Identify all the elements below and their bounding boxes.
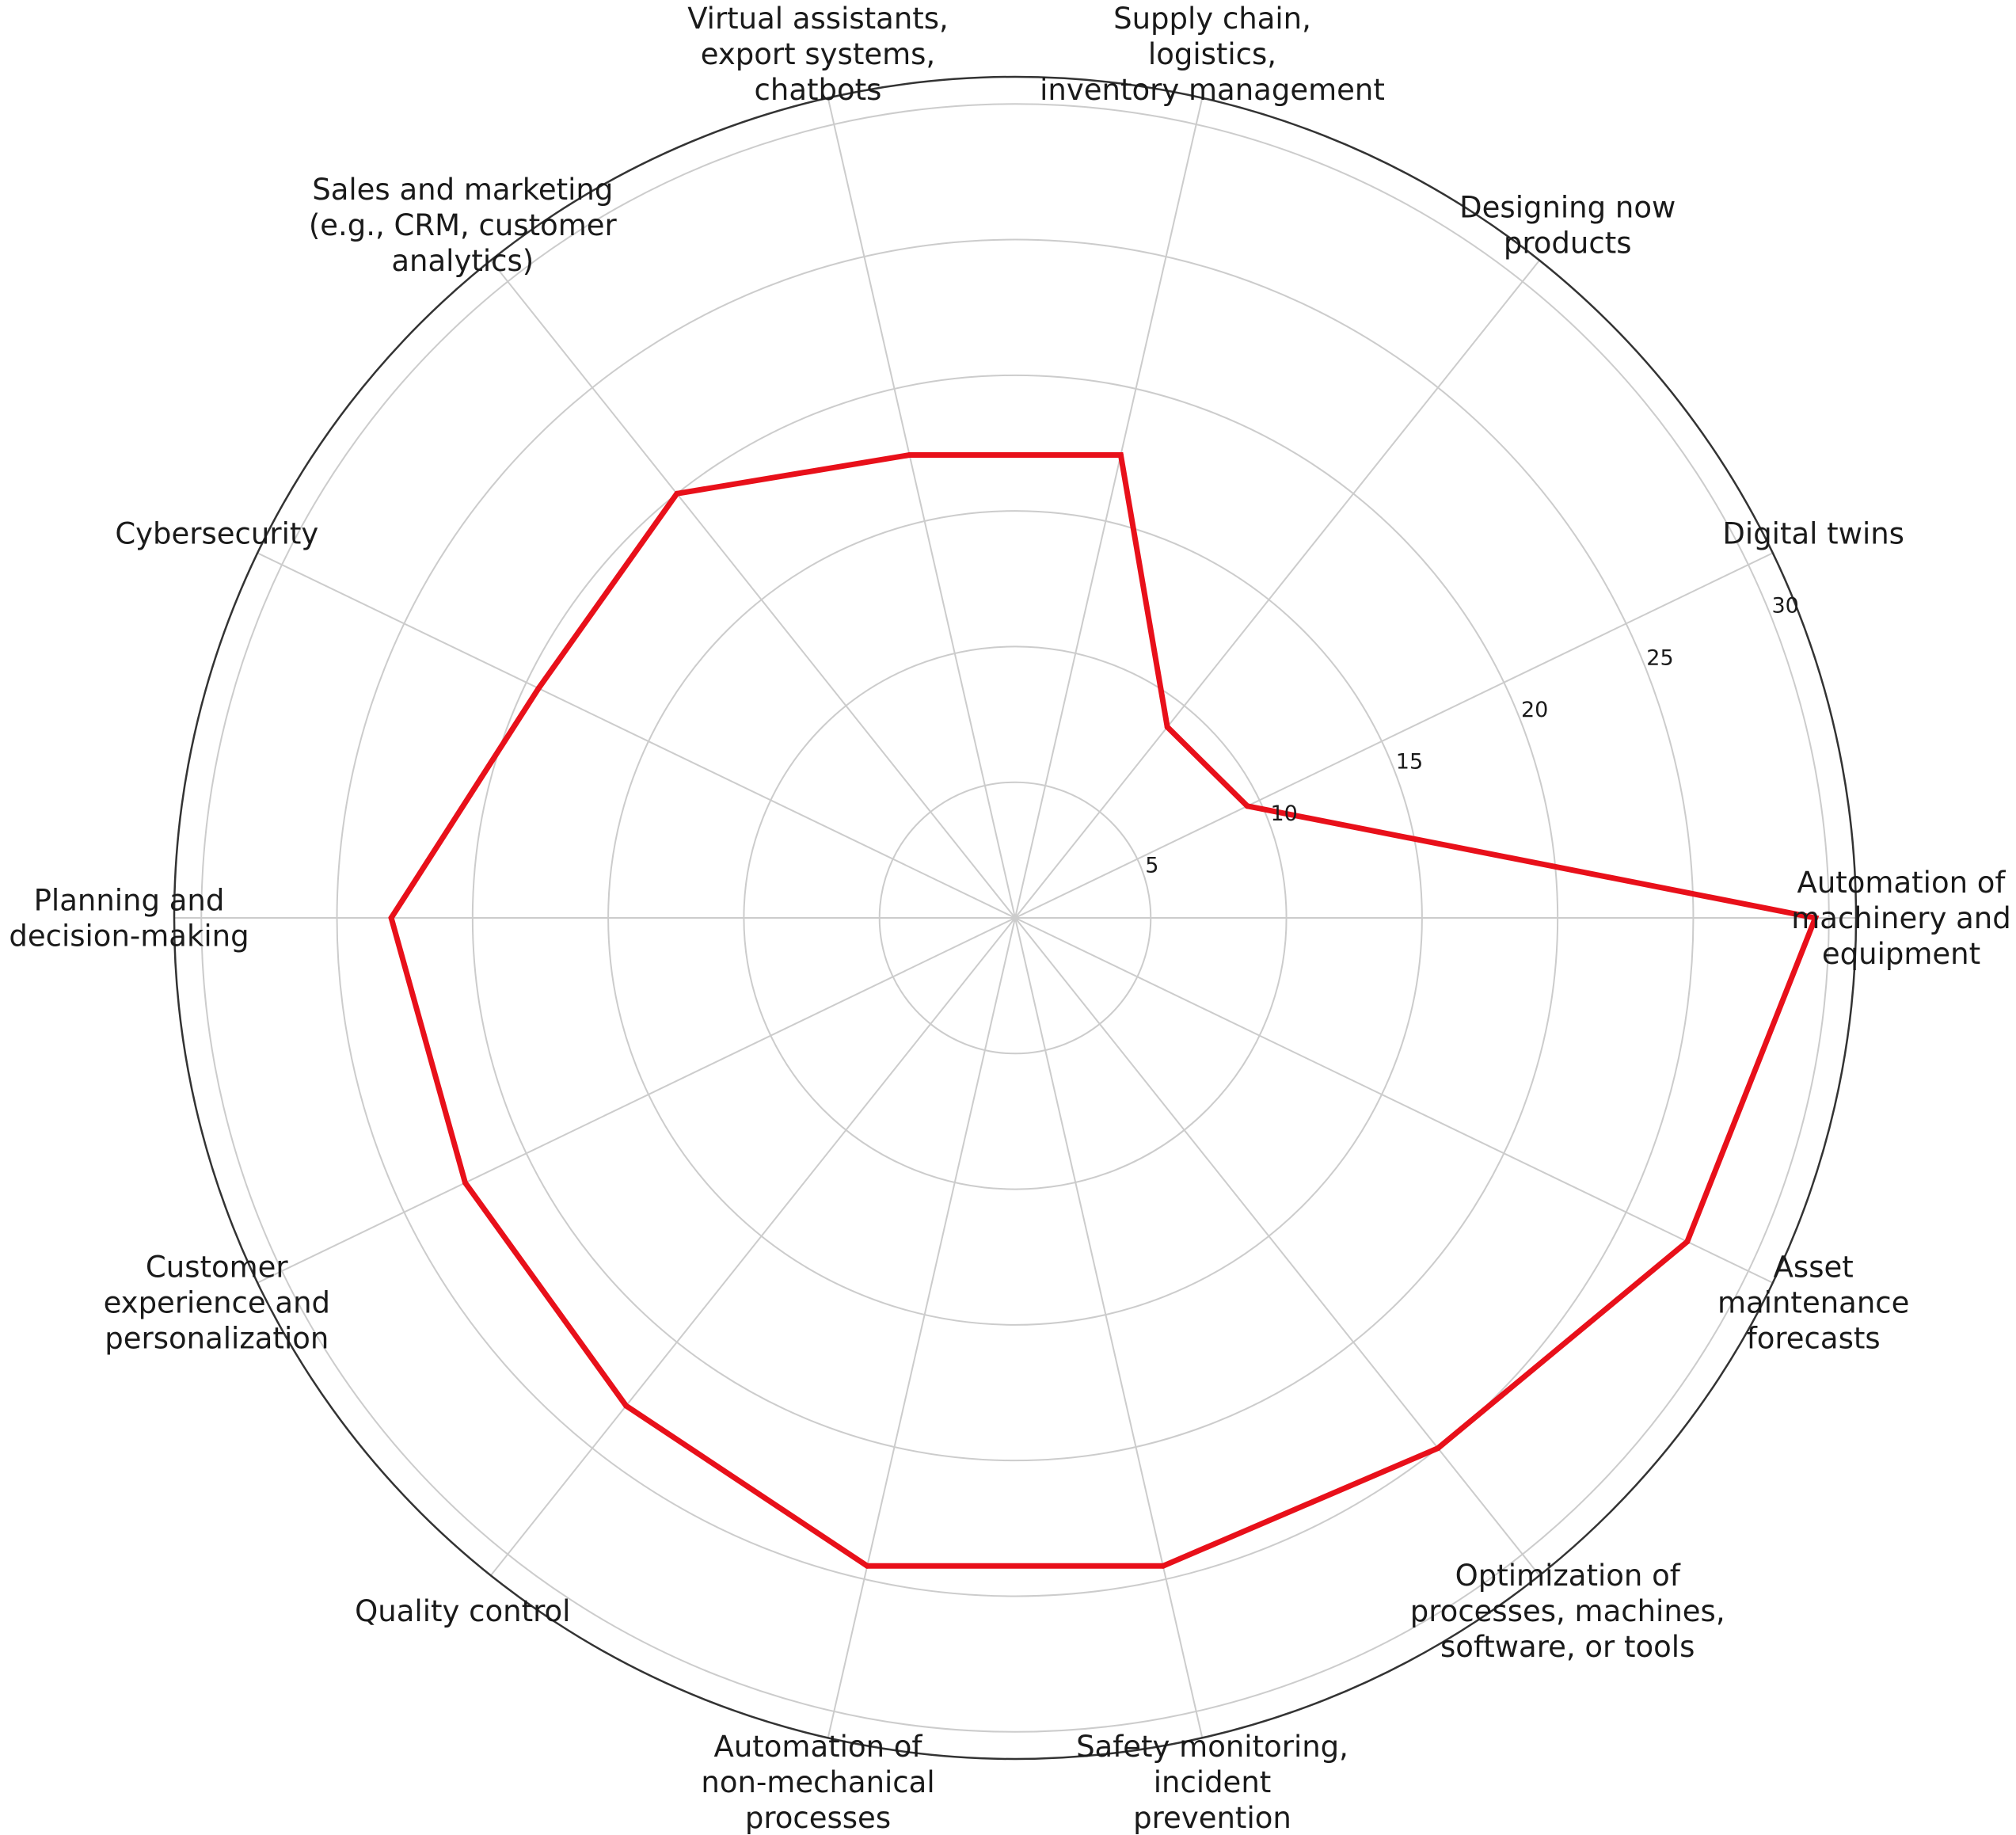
category-label-12: Optimization of processes, machines, softw… xyxy=(1410,1559,1725,1664)
data-point-9 xyxy=(623,1403,630,1409)
category-label-11: Safety monitoring, incident prevention xyxy=(1076,1730,1348,1835)
category-label-line: Supply chain, xyxy=(1113,2,1311,36)
data-point-3 xyxy=(1117,452,1124,458)
category-label-line: Optimization of xyxy=(1455,1559,1681,1593)
tick-label-25: 25 xyxy=(1646,645,1673,670)
spoke-13 xyxy=(1014,917,1774,1284)
category-label-line: inventory management xyxy=(1040,73,1385,107)
radial-tick-labels: 5 10 15 20 25 30 xyxy=(1145,594,1799,878)
category-label-line: logistics, xyxy=(1148,37,1276,71)
category-label-line: chatbots xyxy=(755,73,882,107)
spoke-8 xyxy=(257,917,1016,1284)
category-label-4: Virtual assistants, export systems, chatbo… xyxy=(687,2,949,107)
category-label-10: Automation of non-mechanical processes xyxy=(701,1730,934,1835)
spoke-12 xyxy=(1014,917,1540,1576)
spoke-1 xyxy=(1014,552,1774,919)
radar-grid xyxy=(173,75,1858,1761)
spoke-11 xyxy=(1014,917,1204,1738)
outer-frame xyxy=(173,75,1858,1761)
data-point-1 xyxy=(1244,803,1250,809)
category-label-line: Customer xyxy=(146,1251,289,1285)
data-point-13 xyxy=(1684,1239,1691,1245)
category-label-line: experience and xyxy=(104,1286,330,1320)
spoke-5 xyxy=(490,260,1016,919)
spoke-3 xyxy=(1014,97,1204,919)
category-label-8: Customer experience and personalization xyxy=(104,1251,330,1356)
spoke-4 xyxy=(827,97,1016,919)
data-point-6 xyxy=(535,685,542,691)
category-label-7: Planning and decision-making xyxy=(9,884,249,954)
category-label-line: export systems, xyxy=(701,37,935,71)
category-label-line: Sales and marketing xyxy=(312,173,613,207)
category-label-2: Designing now products xyxy=(1459,191,1676,261)
radar-series xyxy=(388,452,1820,1569)
category-label-line: Automation of xyxy=(1797,866,2006,900)
data-point-0 xyxy=(1812,915,1819,921)
category-label-6: Cybersecurity xyxy=(115,517,318,551)
category-label-9: Quality control xyxy=(355,1594,570,1628)
category-label-line: processes xyxy=(745,1801,891,1835)
category-label-line: forecasts xyxy=(1747,1322,1881,1356)
data-point-10 xyxy=(864,1563,870,1569)
spoke-6 xyxy=(257,552,1016,919)
category-label-line: Designing now xyxy=(1459,191,1676,225)
category-label-line: machinery and xyxy=(1791,901,2010,935)
spoke-10 xyxy=(827,917,1016,1738)
category-label-line: Quality control xyxy=(355,1594,570,1628)
tick-label-20: 20 xyxy=(1521,698,1548,722)
category-label-line: prevention xyxy=(1133,1801,1291,1835)
category-label-line: analytics) xyxy=(391,244,534,278)
spoke-9 xyxy=(490,917,1016,1576)
spoke-2 xyxy=(1014,260,1540,919)
category-label-1: Digital twins xyxy=(1722,517,1904,551)
data-point-7 xyxy=(388,915,394,921)
category-label-line: maintenance xyxy=(1717,1286,1909,1320)
category-label-line: products xyxy=(1504,227,1632,261)
data-point-2 xyxy=(1164,724,1170,730)
category-label-line: Virtual assistants, xyxy=(687,2,949,36)
tick-label-5: 5 xyxy=(1145,854,1158,878)
data-point-11 xyxy=(1160,1563,1166,1569)
category-label-line: Planning and xyxy=(34,884,225,918)
category-label-13: Asset maintenance forecasts xyxy=(1717,1251,1909,1356)
category-label-line: software, or tools xyxy=(1440,1630,1695,1664)
category-label-line: processes, machines, xyxy=(1410,1594,1725,1628)
category-label-line: personalization xyxy=(105,1322,329,1356)
series-line-0 xyxy=(388,452,1820,1569)
category-label-line: Cybersecurity xyxy=(115,517,318,551)
data-point-8 xyxy=(462,1179,468,1186)
category-label-line: (e.g., CRM, customer xyxy=(309,208,618,242)
tick-label-15: 15 xyxy=(1396,749,1423,774)
category-label-line: Digital twins xyxy=(1722,517,1904,551)
category-label-line: Safety monitoring, xyxy=(1076,1730,1348,1764)
category-label-5: Sales and marketing (e.g., CRM, customer a… xyxy=(309,173,618,278)
category-label-line: incident xyxy=(1154,1765,1272,1799)
data-point-12 xyxy=(1435,1445,1441,1452)
category-label-line: equipment xyxy=(1822,937,1980,971)
category-label-3: Supply chain, logistics, inventory managem… xyxy=(1040,2,1385,107)
category-label-line: Automation of xyxy=(714,1730,923,1764)
tick-label-10: 10 xyxy=(1271,801,1298,826)
category-label-line: decision-making xyxy=(9,919,249,954)
category-labels: Automation of machinery and equipmentDigit… xyxy=(9,2,2010,1835)
category-label-line: Asset xyxy=(1774,1251,1854,1285)
tick-label-30: 30 xyxy=(1772,594,1799,619)
category-label-0: Automation of machinery and equipment xyxy=(1791,866,2010,971)
data-point-5 xyxy=(674,490,680,497)
data-point-4 xyxy=(907,452,913,458)
category-label-line: non-mechanical xyxy=(701,1765,934,1799)
